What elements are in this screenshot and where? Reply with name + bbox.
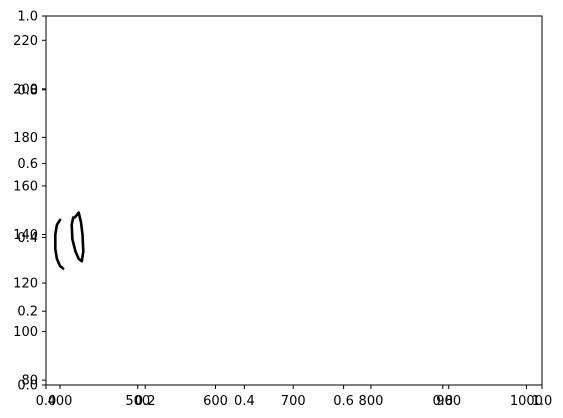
axes-frame: [45, 15, 543, 386]
stroke-line-1: [53, 218, 65, 270]
overlay-y-tick-label: 1.0: [17, 10, 38, 25]
primary-x-ticks: 400 500 600 700 800 900 1000: [48, 385, 543, 409]
overlay-y-ticks: 0.0 0.2 0.4 0.6 0.8 1.0: [17, 10, 46, 394]
overlay-y-tick-label: 0.0: [17, 379, 38, 394]
primary-x-tick-label: 600: [203, 394, 228, 409]
primary-y-tick-label: 100: [13, 325, 38, 340]
primary-x-tick-label: 400: [48, 394, 73, 409]
primary-x-tick-label: 800: [359, 394, 384, 409]
stroke-series: [53, 211, 85, 270]
primary-y-ticks: 80 100 120 140 160 180 200 220: [13, 34, 46, 389]
overlay-x-tick-label: 0.0: [36, 394, 57, 409]
overlay-x-tick-label: 0.6: [333, 394, 354, 409]
overlay-y-tick-label: 0.2: [17, 305, 38, 320]
primary-y-tick-label: 220: [13, 34, 38, 49]
overlay-y-tick-label: 0.4: [17, 231, 38, 246]
overlay-y-tick-label: 0.8: [17, 83, 38, 98]
overlay-x-tick-label: 0.4: [234, 394, 255, 409]
primary-x-tick-label: 900: [436, 394, 461, 409]
overlay-y-tick-label: 0.6: [17, 157, 38, 172]
overlay-x-tick-label: 0.2: [135, 394, 156, 409]
overlay-x-ticks: 0.0 0.2 0.4 0.6 0.8 1.0: [36, 385, 553, 409]
primary-y-tick-label: 140: [13, 228, 38, 243]
primary-y-tick-label: 80: [21, 374, 38, 389]
primary-y-tick-label: 180: [13, 131, 38, 146]
primary-x-tick-label: 500: [125, 394, 150, 409]
primary-y-tick-label: 160: [13, 179, 38, 194]
primary-y-tick-label: 200: [13, 82, 38, 97]
primary-x-tick-label: 700: [281, 394, 306, 409]
primary-y-tick-label: 120: [13, 277, 38, 292]
overlay-x-tick-label: 1.0: [532, 394, 553, 409]
plot-frame: [45, 15, 543, 386]
stroke-line-3: [70, 211, 85, 263]
primary-x-tick-label: 1000: [510, 394, 543, 409]
overlay-x-tick-label: 0.8: [432, 394, 453, 409]
